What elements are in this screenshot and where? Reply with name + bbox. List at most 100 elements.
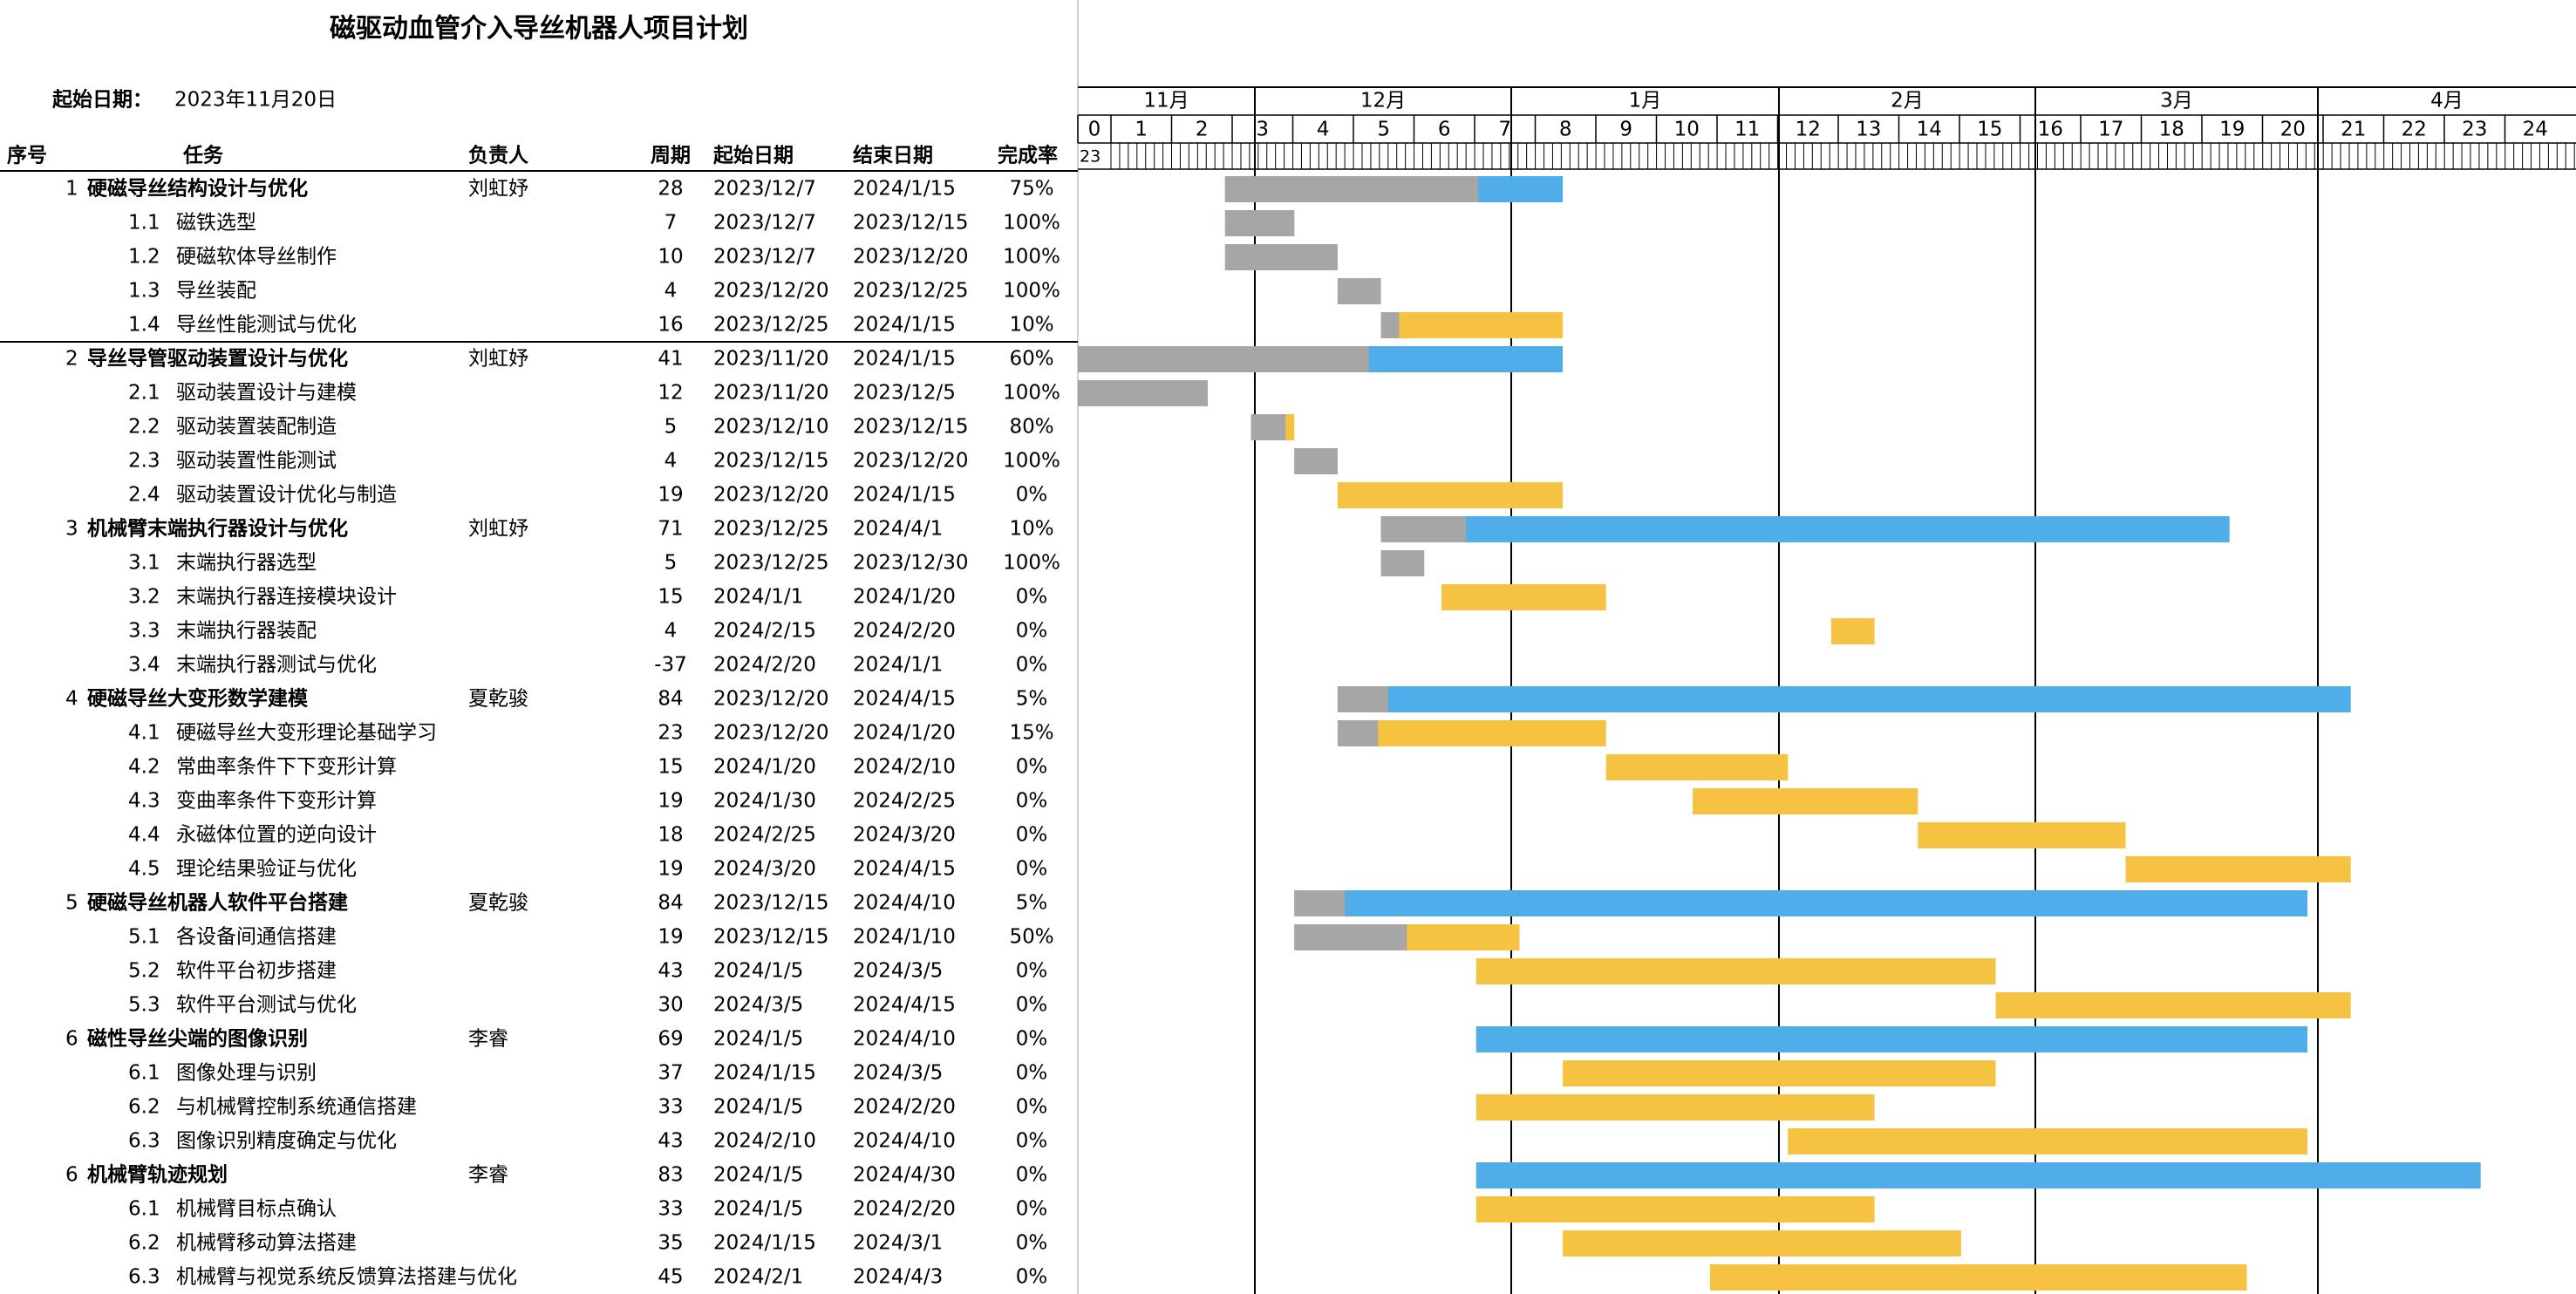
end-date: 2023/12/5 bbox=[853, 382, 956, 405]
week-label: 21 bbox=[2341, 119, 2366, 141]
start-date: 2023/12/7 bbox=[713, 246, 816, 269]
start-date: 2023/12/15 bbox=[713, 892, 829, 915]
owner: 刘虹妤 bbox=[468, 348, 528, 371]
end-date: 2024/1/10 bbox=[853, 926, 956, 949]
progress: 15% bbox=[1009, 722, 1053, 745]
task-bar bbox=[1475, 1196, 1875, 1222]
progress: 75% bbox=[1009, 178, 1053, 201]
end-date: 2023/12/20 bbox=[853, 246, 969, 269]
task-name: 导丝性能测试与优化 bbox=[176, 314, 357, 337]
end-date: 2024/2/20 bbox=[853, 620, 956, 643]
task-name: 末端执行器装配 bbox=[176, 620, 317, 643]
task-id: 4.5 bbox=[128, 858, 160, 881]
progress-bar bbox=[1380, 516, 1466, 542]
start-date: 2024/1/5 bbox=[713, 1096, 803, 1119]
progress-bar bbox=[1380, 312, 1400, 338]
month-label: 3月 bbox=[2160, 90, 2193, 112]
month-label: 11月 bbox=[1143, 90, 1189, 112]
end-date: 2024/1/15 bbox=[853, 314, 956, 337]
task-id: 1 bbox=[65, 178, 78, 201]
end-date: 2024/4/10 bbox=[853, 1028, 956, 1051]
task-name: 驱动装置设计优化与制造 bbox=[176, 484, 397, 507]
progress-bar bbox=[1337, 686, 1388, 712]
task-bar bbox=[1788, 1128, 2308, 1154]
task-bar bbox=[1294, 890, 2308, 916]
start-date: 2024/2/20 bbox=[713, 654, 816, 677]
task-name: 机械臂移动算法搭建 bbox=[176, 1232, 357, 1255]
progress: 0% bbox=[1016, 1028, 1048, 1051]
task-bar bbox=[1475, 958, 1996, 984]
progress-bar bbox=[1224, 176, 1479, 202]
week-label: 13 bbox=[1856, 119, 1881, 141]
task-id: 6 bbox=[65, 1164, 78, 1187]
start-date: 2024/1/30 bbox=[713, 790, 816, 813]
task-id: 6.1 bbox=[128, 1062, 160, 1085]
column-header: 起始日期 bbox=[713, 144, 794, 167]
task-bar bbox=[1918, 822, 2126, 848]
end-date: 2024/2/10 bbox=[853, 756, 956, 779]
end-date: 2024/3/5 bbox=[853, 1062, 943, 1085]
end-date: 2023/12/25 bbox=[853, 280, 969, 303]
task-name: 机械臂末端执行器设计与优化 bbox=[87, 517, 348, 541]
week-label: 20 bbox=[2280, 119, 2306, 141]
duration: 18 bbox=[658, 824, 683, 847]
week-label: 3 bbox=[1256, 119, 1269, 141]
end-date: 2024/3/1 bbox=[853, 1232, 943, 1255]
end-date: 2024/1/20 bbox=[853, 586, 956, 609]
task-name: 机械臂轨迹规划 bbox=[87, 1163, 228, 1187]
duration: 5 bbox=[664, 416, 678, 439]
month-label: 2月 bbox=[1891, 90, 1924, 112]
task-name: 末端执行器选型 bbox=[176, 552, 317, 575]
task-id: 2.3 bbox=[128, 450, 160, 473]
task-name: 硬磁软体导丝制作 bbox=[176, 246, 337, 269]
week-label: 7 bbox=[1498, 119, 1511, 141]
month-label: 12月 bbox=[1360, 90, 1406, 112]
duration: 28 bbox=[658, 178, 683, 201]
column-header: 周期 bbox=[651, 145, 691, 167]
progress: 0% bbox=[1016, 756, 1048, 779]
week-label: 2 bbox=[1196, 119, 1209, 141]
progress-bar bbox=[1251, 414, 1286, 440]
column-header: 结束日期 bbox=[853, 145, 933, 167]
duration: 5 bbox=[664, 552, 678, 575]
week-label: 12 bbox=[1796, 119, 1821, 141]
duration: 15 bbox=[658, 586, 683, 609]
task-bar bbox=[1337, 482, 1564, 508]
progress: 0% bbox=[1016, 484, 1048, 507]
task-bar bbox=[1605, 754, 1789, 780]
progress: 0% bbox=[1016, 790, 1048, 813]
task-id: 3.4 bbox=[128, 654, 160, 677]
first-day: 23 bbox=[1080, 147, 1101, 167]
task-id: 1.1 bbox=[128, 212, 160, 235]
task-id: 2.2 bbox=[128, 416, 160, 439]
task-name: 理论结果验证与优化 bbox=[176, 858, 357, 881]
task-id: 5.2 bbox=[128, 960, 160, 983]
end-date: 2023/12/15 bbox=[853, 212, 969, 235]
progress: 100% bbox=[1003, 280, 1060, 303]
progress: 10% bbox=[1009, 314, 1053, 337]
progress: 0% bbox=[1016, 1232, 1048, 1255]
progress-bar bbox=[1078, 380, 1208, 406]
duration: 33 bbox=[658, 1198, 683, 1221]
task-bar bbox=[1441, 584, 1606, 610]
progress: 100% bbox=[1003, 382, 1060, 405]
owner: 刘虹妤 bbox=[468, 518, 528, 541]
end-date: 2024/2/20 bbox=[853, 1198, 956, 1221]
end-date: 2024/1/15 bbox=[853, 178, 956, 201]
task-bar bbox=[1337, 686, 2351, 712]
duration: 33 bbox=[658, 1096, 683, 1119]
duration: 12 bbox=[658, 382, 683, 405]
owner: 刘虹妤 bbox=[468, 178, 528, 201]
task-bar bbox=[2125, 856, 2351, 882]
end-date: 2024/1/15 bbox=[853, 484, 956, 507]
duration: 43 bbox=[658, 960, 683, 983]
week-label: 6 bbox=[1438, 119, 1451, 141]
task-name: 硬磁导丝大变形数学建模 bbox=[87, 687, 309, 711]
task-id: 5 bbox=[65, 892, 78, 915]
task-id: 4.1 bbox=[128, 722, 160, 745]
task-name: 变曲率条件下变形计算 bbox=[176, 790, 377, 813]
progress: 0% bbox=[1016, 586, 1048, 609]
progress: 0% bbox=[1016, 994, 1048, 1017]
task-name: 各设备间通信搭建 bbox=[176, 926, 337, 949]
